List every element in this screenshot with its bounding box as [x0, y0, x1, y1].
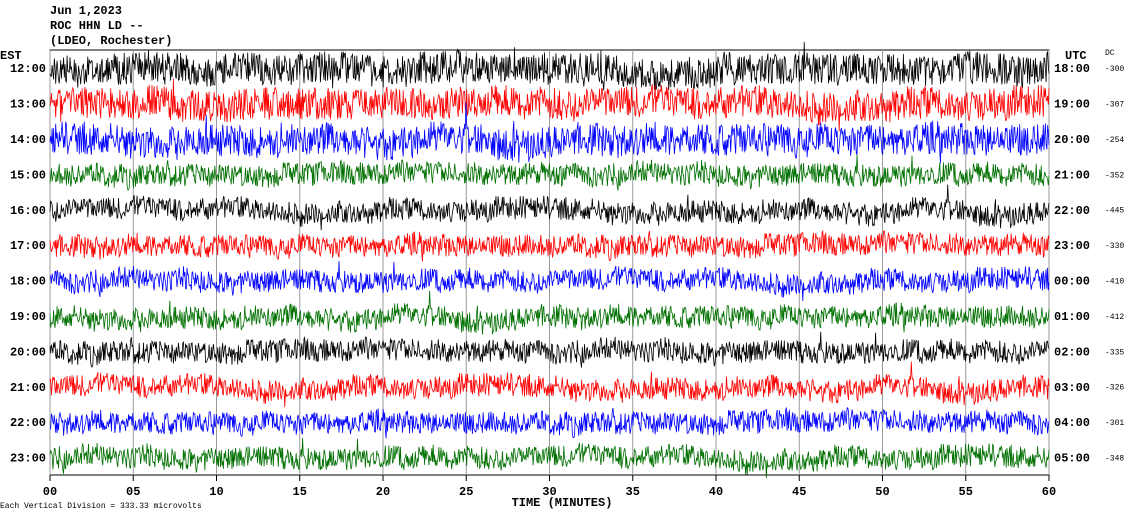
x-tick-label: 55	[959, 485, 973, 499]
est-label: 17:00	[10, 239, 46, 253]
x-tick-label: 10	[209, 485, 223, 499]
seismic-trace	[49, 229, 1050, 262]
x-tick-label: 00	[43, 485, 57, 499]
est-label: 16:00	[10, 204, 46, 218]
seismic-trace	[49, 361, 1050, 408]
est-label: 23:00	[10, 452, 46, 466]
dc-offset: -330	[1105, 242, 1124, 251]
x-axis-label: TIME (MINUTES)	[512, 496, 613, 510]
footnote: Each Vertical Division = 333.33 microvol…	[0, 502, 202, 511]
x-tick-label: 60	[1042, 485, 1056, 499]
x-tick-label: 50	[875, 485, 889, 499]
dc-offset: -348	[1105, 455, 1124, 464]
utc-label: 00:00	[1054, 275, 1090, 289]
est-label: 14:00	[10, 133, 46, 147]
dc-offset: -301	[1105, 419, 1124, 428]
dc-offset: -307	[1105, 101, 1124, 110]
est-label: 19:00	[10, 310, 46, 324]
est-label: 12:00	[10, 62, 46, 76]
seismic-trace	[49, 260, 1050, 302]
x-tick-label: 15	[293, 485, 307, 499]
traces	[49, 41, 1050, 479]
utc-label: 18:00	[1054, 62, 1090, 76]
dc-offset: -412	[1105, 313, 1124, 322]
utc-label: 22:00	[1054, 204, 1090, 218]
utc-label: 20:00	[1054, 133, 1090, 147]
x-tick-label: 40	[709, 485, 723, 499]
dc-offset: -352	[1105, 171, 1124, 180]
seismic-trace	[49, 41, 1050, 91]
x-tick-label: 30	[542, 485, 556, 499]
est-label: 22:00	[10, 416, 46, 430]
seismic-trace	[49, 102, 1050, 164]
x-tick-label: 35	[626, 485, 640, 499]
seismic-trace	[49, 184, 1050, 231]
dc-offset: -410	[1105, 278, 1124, 287]
dc-offset: -445	[1105, 207, 1124, 216]
utc-label: 21:00	[1054, 168, 1090, 182]
seismic-trace	[49, 154, 1050, 191]
seismic-trace	[49, 290, 1050, 335]
x-tick-label: 20	[376, 485, 390, 499]
est-label: 21:00	[10, 381, 46, 395]
est-label: 20:00	[10, 345, 46, 359]
dc-offset: -326	[1105, 384, 1124, 393]
dc-offset: -254	[1105, 136, 1124, 145]
est-label: 15:00	[10, 168, 46, 182]
x-tick-label: 25	[459, 485, 473, 499]
right-axis-label: UTC	[1065, 49, 1087, 63]
est-label: 18:00	[10, 275, 46, 289]
dc-label: DC	[1105, 49, 1115, 58]
utc-label: 23:00	[1054, 239, 1090, 253]
est-label: 13:00	[10, 98, 46, 112]
title-line: ROC HHN LD --	[50, 19, 144, 33]
seismic-trace	[49, 331, 1050, 368]
dc-offset: -335	[1105, 348, 1124, 357]
utc-label: 04:00	[1054, 416, 1090, 430]
seismic-trace	[49, 78, 1050, 132]
seismic-trace	[49, 437, 1050, 479]
dc-offset: -300	[1105, 65, 1124, 74]
title-line: (LDEO, Rochester)	[50, 34, 172, 48]
title-line: Jun 1,2023	[50, 4, 122, 18]
utc-label: 19:00	[1054, 98, 1090, 112]
utc-label: 05:00	[1054, 452, 1090, 466]
left-axis-label: EST	[0, 49, 22, 63]
utc-label: 01:00	[1054, 310, 1090, 324]
utc-label: 02:00	[1054, 345, 1090, 359]
utc-label: 03:00	[1054, 381, 1090, 395]
x-tick-label: 05	[126, 485, 140, 499]
seismic-trace	[49, 406, 1050, 439]
x-tick-label: 45	[792, 485, 806, 499]
